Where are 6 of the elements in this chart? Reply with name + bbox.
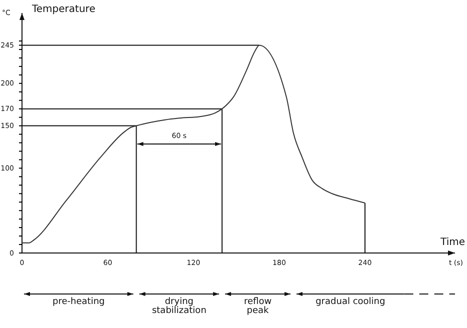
x-axis-title: Time	[440, 237, 465, 248]
text: reflow peak	[244, 297, 272, 316]
text: gradual cooling	[316, 297, 386, 307]
y-axis-title: Temperature	[31, 4, 96, 15]
text: pre-heating	[52, 297, 105, 307]
text: drying stabilization	[152, 297, 206, 316]
